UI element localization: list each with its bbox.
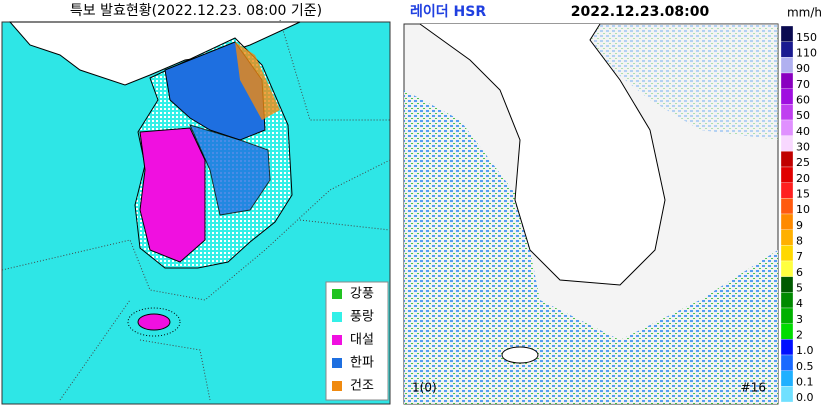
scale-cell — [780, 88, 794, 105]
scale-label: 3 — [796, 313, 803, 326]
scale-label: 9 — [796, 219, 803, 232]
snow-zone — [139, 127, 206, 263]
scale-cell — [780, 104, 794, 121]
legend-swatch — [332, 381, 342, 391]
scale-label: 2 — [796, 329, 803, 342]
scale-label: 6 — [796, 266, 803, 279]
scale-label: 70 — [796, 78, 810, 91]
scale-label: 15 — [796, 188, 810, 201]
scale-cell — [780, 135, 794, 152]
cold-wave-zone — [189, 124, 271, 216]
coastline — [419, 23, 666, 286]
scale-label: 4 — [796, 297, 803, 310]
scale-cell — [780, 276, 794, 293]
scale-cell — [780, 339, 794, 356]
legend-swatch — [332, 312, 342, 322]
radar-footer-right: #16 — [741, 381, 766, 395]
radar-title: 레이더 HSR — [410, 3, 486, 20]
scale-cell — [780, 151, 794, 168]
legend-swatch — [332, 358, 342, 368]
radar-footer-left: 1(0) — [412, 381, 437, 395]
scale-label: 0.1 — [796, 376, 814, 389]
color-scale: 150 110 90 70 60 50 40 30 25 20 15 10 9 8 7 6 5 4 3 2 1.0 0.5… — [780, 25, 817, 404]
scale-cell — [780, 182, 794, 199]
radar-timestamp: 2022.12.23.08:00 — [571, 4, 710, 20]
scale-cell — [780, 370, 794, 387]
scale-label: 150 — [796, 31, 817, 44]
legend-label: 대설 — [350, 333, 374, 348]
scale-cell — [780, 72, 794, 89]
scale-label: 30 — [796, 141, 810, 154]
scale-label: 0.0 — [796, 391, 814, 404]
legend-label: 한파 — [350, 356, 374, 371]
scale-label: 110 — [796, 47, 817, 60]
warning-title: 특보 발효현황(2022.12.23. 08:00 기준) — [70, 3, 322, 19]
scale-label: 60 — [796, 94, 810, 107]
north-land — [8, 21, 301, 86]
scale-cell — [780, 198, 794, 215]
legend-label: 강풍 — [350, 287, 374, 302]
scale-cell — [780, 292, 794, 309]
scale-cell — [780, 41, 794, 58]
scale-label: 25 — [796, 156, 810, 169]
scale-label: 8 — [796, 235, 803, 248]
scale-cell — [780, 354, 794, 371]
jeju — [137, 313, 171, 331]
dry-zone — [235, 42, 280, 120]
scale-cell — [780, 57, 794, 74]
radar-echo — [404, 90, 778, 404]
scale-cell — [780, 119, 794, 136]
scale-cell — [780, 166, 794, 183]
scale-label: 40 — [796, 125, 810, 138]
legend-label: 풍랑 — [350, 310, 374, 325]
scale-label: 7 — [796, 250, 803, 263]
scale-label: 50 — [796, 109, 810, 122]
scale-cell — [780, 307, 794, 324]
scale-label: 1.0 — [796, 344, 814, 357]
jeju — [501, 346, 539, 364]
marine-zones — [1, 19, 391, 401]
scale-cell — [780, 260, 794, 277]
radar-unit: mm/h — [787, 6, 822, 20]
scale-cell — [780, 245, 794, 262]
scale-label: 20 — [796, 172, 810, 185]
scale-label: 0.5 — [796, 360, 814, 373]
legend-label: 건조 — [350, 379, 374, 394]
radar-echo — [404, 24, 778, 140]
legend-swatch — [332, 289, 342, 299]
scale-cell — [780, 229, 794, 246]
scale-label: 10 — [796, 203, 810, 216]
scale-cell — [780, 323, 794, 340]
scale-label: 5 — [796, 282, 803, 295]
jeju-zone — [127, 307, 181, 337]
scale-cell — [780, 386, 794, 403]
scale-cell — [780, 25, 794, 42]
scale-cell — [780, 213, 794, 230]
legend-swatch — [332, 335, 342, 345]
scale-label: 90 — [796, 62, 810, 75]
